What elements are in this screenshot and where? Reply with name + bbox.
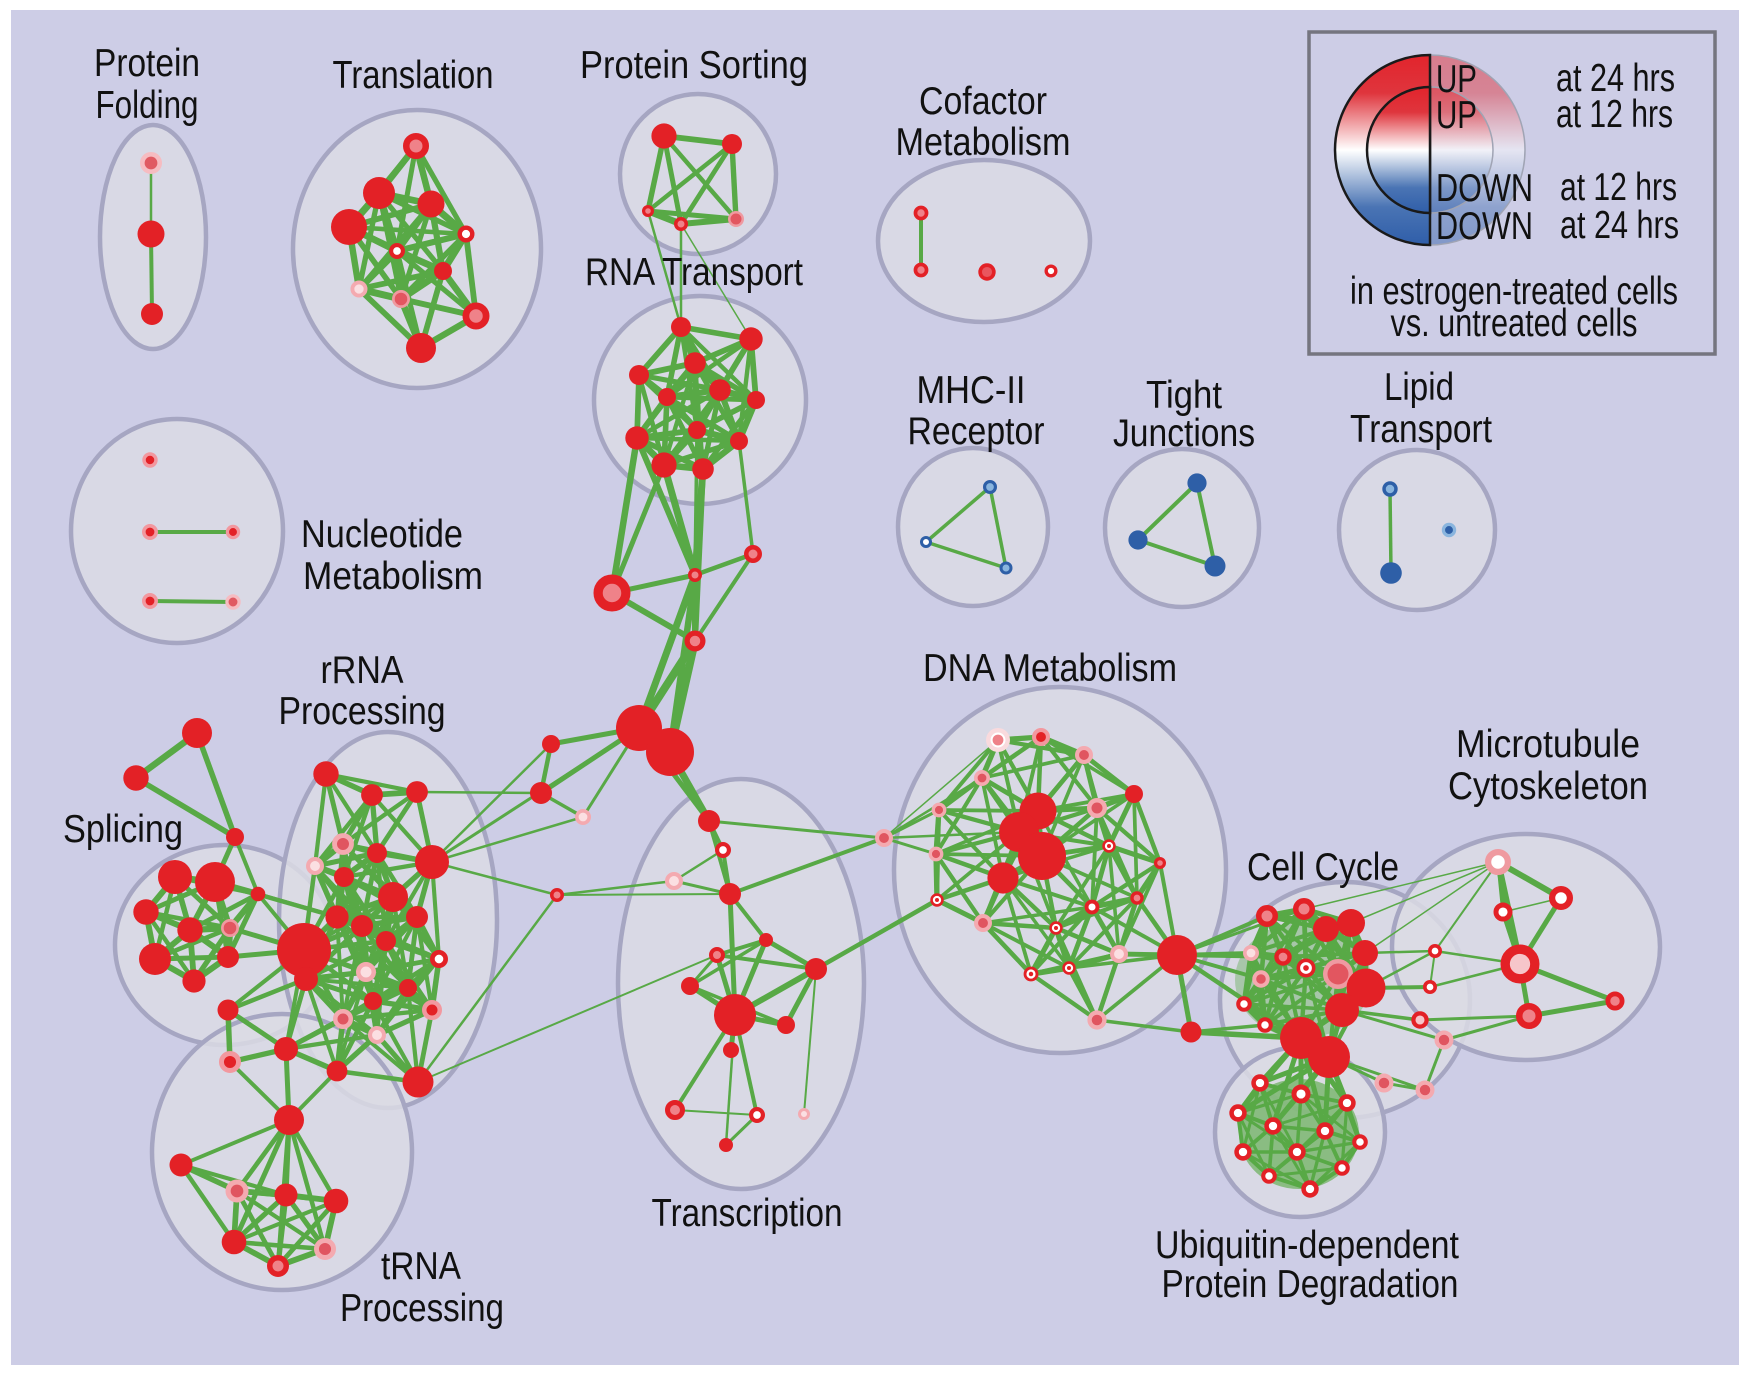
svg-text:at 12 hrs: at 12 hrs [1556, 93, 1673, 136]
svg-text:at 24 hrs: at 24 hrs [1560, 204, 1679, 247]
svg-text:Metabolism: Metabolism [303, 555, 483, 598]
svg-text:RNA Transport: RNA Transport [585, 251, 803, 294]
svg-text:Protein Sorting: Protein Sorting [580, 44, 808, 87]
svg-text:in estrogen-treated cells: in estrogen-treated cells [1350, 270, 1678, 313]
svg-text:Folding: Folding [96, 84, 199, 127]
svg-text:Cell Cycle: Cell Cycle [1247, 846, 1399, 889]
svg-text:tRNA: tRNA [381, 1245, 461, 1288]
svg-text:UP: UP [1436, 94, 1477, 137]
svg-text:vs. untreated cells: vs. untreated cells [1391, 302, 1638, 345]
svg-text:Transport: Transport [1350, 408, 1492, 451]
svg-text:Microtubule: Microtubule [1456, 723, 1640, 766]
svg-text:Splicing: Splicing [63, 808, 183, 851]
svg-text:Processing: Processing [279, 690, 446, 733]
svg-text:DNA Metabolism: DNA Metabolism [923, 647, 1177, 690]
svg-text:UP: UP [1436, 58, 1477, 101]
svg-text:rRNA: rRNA [321, 649, 404, 692]
svg-text:at 12 hrs: at 12 hrs [1560, 166, 1677, 209]
svg-text:Metabolism: Metabolism [896, 121, 1071, 164]
svg-text:DOWN: DOWN [1436, 167, 1533, 210]
svg-text:Cofactor: Cofactor [919, 80, 1047, 123]
svg-text:Cytoskeleton: Cytoskeleton [1448, 765, 1648, 808]
svg-text:Transcription: Transcription [652, 1192, 843, 1235]
svg-text:Tight: Tight [1146, 374, 1222, 417]
svg-text:Lipid: Lipid [1384, 366, 1454, 409]
svg-text:Protein Degradation: Protein Degradation [1162, 1263, 1459, 1306]
svg-text:Ubiquitin-dependent: Ubiquitin-dependent [1155, 1224, 1459, 1267]
svg-text:MHC-II: MHC-II [917, 369, 1026, 412]
svg-text:Nucleotide: Nucleotide [301, 513, 463, 556]
svg-text:Junctions: Junctions [1113, 412, 1255, 455]
svg-text:DOWN: DOWN [1436, 205, 1533, 248]
svg-text:Processing: Processing [340, 1287, 504, 1330]
svg-text:Receptor: Receptor [908, 410, 1045, 453]
svg-text:at 24 hrs: at 24 hrs [1556, 57, 1675, 100]
svg-text:Protein: Protein [94, 42, 200, 85]
svg-text:Translation: Translation [333, 54, 494, 97]
